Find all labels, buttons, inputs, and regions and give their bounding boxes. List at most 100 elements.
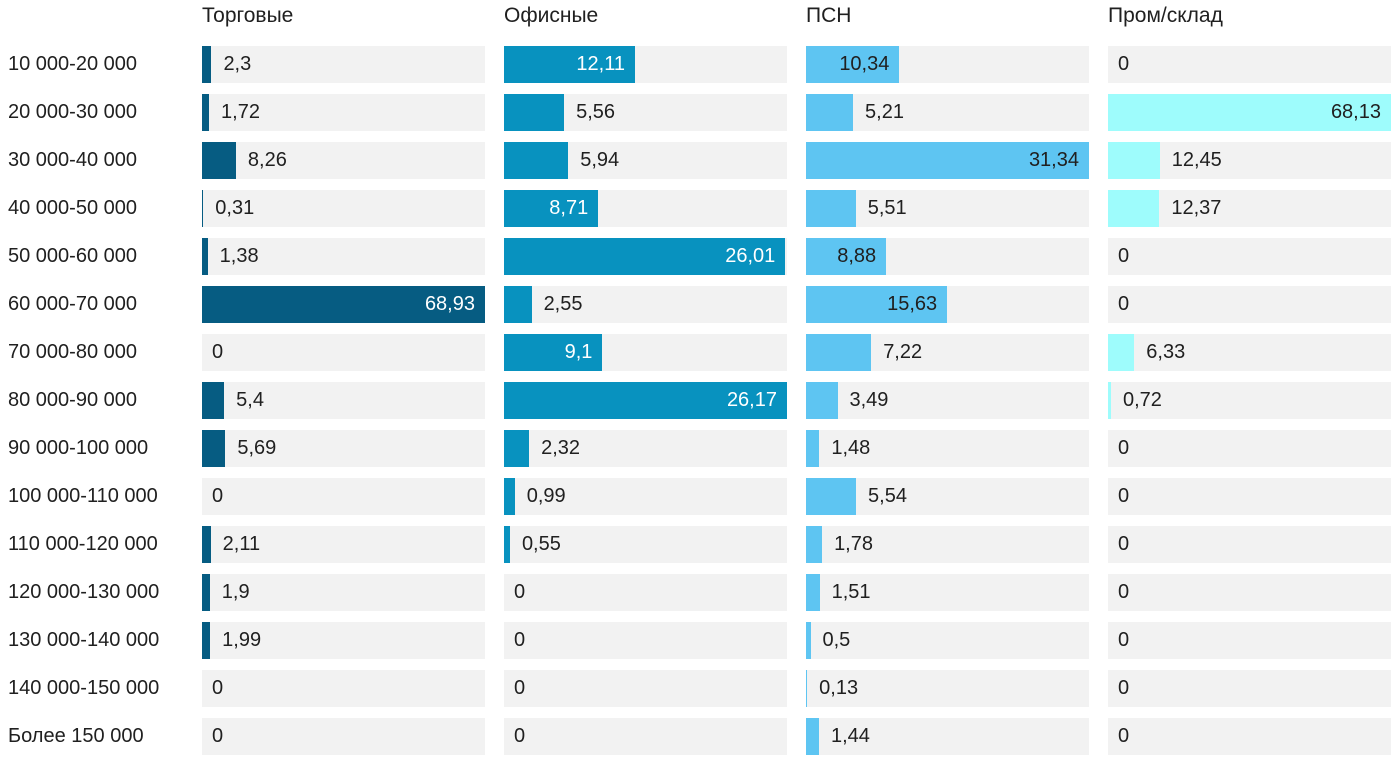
bar-cell: 0 [1108, 424, 1391, 472]
bar [202, 237, 208, 275]
bar-value-label: 2,3 [223, 52, 252, 75]
bar-value-label: 2,32 [541, 436, 581, 459]
bar-track: 0 [504, 573, 787, 611]
header-spacer [0, 4, 183, 40]
column-header-2: Офисные [504, 4, 599, 27]
row-label: 140 000-150 000 [8, 676, 160, 699]
bar-value-label: 5,54 [868, 484, 907, 507]
bar-value-label: 1,72 [221, 100, 260, 123]
bar-track: 1,99 [202, 621, 485, 659]
row-label: 50 000-60 000 [8, 244, 138, 267]
bar-cell: 5,51 [806, 184, 1089, 232]
bar-value-label: 1,51 [831, 580, 871, 603]
bar [1108, 381, 1111, 419]
bar-track: 2,11 [202, 525, 485, 563]
bar-cell: 0 [202, 664, 485, 712]
bar-value-label: 5,56 [576, 100, 616, 123]
bar-cell: 8,26 [202, 136, 485, 184]
bar-cell: 3,49 [806, 376, 1089, 424]
bar-value-label: 3,49 [849, 388, 889, 411]
bar-cell: 0 [202, 472, 485, 520]
bar [806, 141, 1089, 179]
chart-grid: Торговые Офисные ПСН Пром/склад 10 000-20 00… [0, 4, 1391, 760]
row-label: 100 000-110 000 [8, 484, 158, 507]
bar-track: 0,99 [504, 477, 787, 515]
bar-track: 1,9 [202, 573, 485, 611]
bar [806, 285, 948, 323]
bar-track: 0 [504, 621, 787, 659]
bar-value-label: 0 [212, 676, 224, 699]
bar-track: 1,72 [202, 93, 485, 131]
bar-value-label: 0 [514, 676, 526, 699]
bar-cell: 8,71 [504, 184, 787, 232]
bar [806, 669, 808, 707]
bar [202, 93, 210, 131]
bar-cell: 1,38 [202, 232, 485, 280]
bar [1108, 189, 1160, 227]
bar-value-label: 0 [212, 484, 224, 507]
bar-cell: 5,69 [202, 424, 485, 472]
bar [806, 477, 857, 515]
bar-track: 0 [1108, 477, 1391, 515]
bar-value-label: 0 [1118, 244, 1130, 267]
bar-track: 10,34 [806, 45, 1089, 83]
bar [504, 45, 635, 83]
bar-cell: 2,55 [504, 280, 787, 328]
bar-track: 0,13 [806, 669, 1089, 707]
bar-cell: 0 [1108, 664, 1391, 712]
bar-cell: 0,72 [1108, 376, 1391, 424]
bar-cell: 10,34 [806, 40, 1089, 88]
bar-value-label: 0 [212, 724, 224, 747]
row-label: 70 000-80 000 [8, 340, 138, 363]
bar-track: 0 [1108, 573, 1391, 611]
bar-cell: 0,55 [504, 520, 787, 568]
bar-track: 1,44 [806, 717, 1089, 755]
bar-track: 2,3 [202, 45, 485, 83]
bar-cell: 0,13 [806, 664, 1089, 712]
bar [202, 429, 226, 467]
bar-track: 12,11 [504, 45, 787, 83]
bar-cell: 31,34 [806, 136, 1089, 184]
bar-track: 68,13 [1108, 93, 1391, 131]
bar-value-label: 5,51 [867, 196, 907, 219]
bar-cell: 0 [504, 664, 787, 712]
bar-cell: 6,33 [1108, 328, 1391, 376]
bar-cell: 0 [1108, 232, 1391, 280]
bar-track: 5,94 [504, 141, 787, 179]
bar-value-label: 5,69 [237, 436, 277, 459]
bar-track: 0 [202, 333, 485, 371]
bar-value-label: 0 [1118, 484, 1130, 507]
row-label: 10 000-20 000 [8, 52, 138, 75]
bar-cell: 0 [504, 616, 787, 664]
bar-track: 0 [504, 669, 787, 707]
bar-cell: 68,93 [202, 280, 485, 328]
bar-value-label: 5,4 [236, 388, 264, 411]
bar-value-label: 0 [1118, 676, 1130, 699]
bar-cell: 0 [504, 712, 787, 760]
row-label: 110 000-120 000 [8, 532, 158, 555]
bar-track: 0 [1108, 717, 1391, 755]
bar [1108, 333, 1135, 371]
bar-value-label: 12,37 [1171, 196, 1222, 219]
bar-cell: 5,94 [504, 136, 787, 184]
bar [806, 621, 811, 659]
bar-value-label: 1,44 [831, 724, 870, 747]
bar-value-label: 1,48 [831, 436, 871, 459]
bar-value-label: 0,55 [521, 532, 561, 555]
bar-value-label: 1,78 [834, 532, 873, 555]
bar-cell: 12,37 [1108, 184, 1391, 232]
bar-track: 1,48 [806, 429, 1089, 467]
bar-track: 5,54 [806, 477, 1089, 515]
bar-value-label: 0,31 [215, 196, 255, 219]
bar-value-label: 0 [514, 724, 526, 747]
bar-value-label: 1,99 [222, 628, 262, 651]
row-label: 90 000-100 000 [8, 436, 149, 459]
bar [202, 621, 211, 659]
row-label: 130 000-140 000 [8, 628, 160, 651]
bar [806, 381, 838, 419]
row-label: 80 000-90 000 [8, 388, 138, 411]
bar-value-label: 0 [212, 340, 224, 363]
bar-cell: 0 [1108, 568, 1391, 616]
bar [806, 189, 856, 227]
